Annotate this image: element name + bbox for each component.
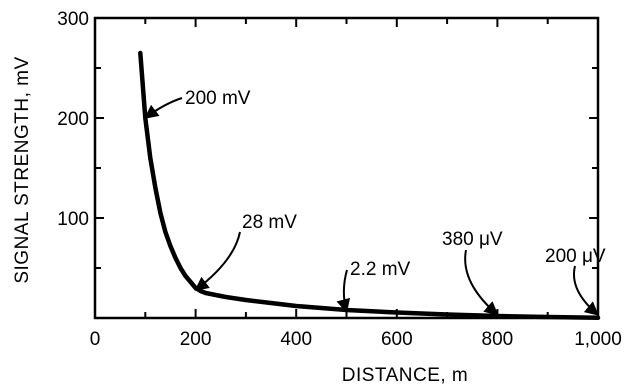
annotation-arrow (464, 249, 499, 316)
annotation-arrow (573, 265, 600, 316)
x-tick-label: 400 (280, 329, 312, 350)
x-tick-label: 200 (180, 329, 212, 350)
annotations: 200 mV 28 mV 2.2 mV 380 μV 200 μV (144, 88, 606, 316)
annotation-arrow (194, 231, 241, 291)
x-tick-label: 800 (482, 329, 514, 350)
ticks: 0 200 400 600 800 1,000 100 200 300 (57, 9, 621, 350)
annotation-label: 380 μV (442, 229, 503, 250)
annotation-label: 200 μV (545, 246, 606, 267)
y-tick-label: 200 (57, 109, 89, 130)
y-tick-label: 100 (57, 209, 89, 230)
annotation-arrow (336, 269, 351, 314)
annotation-arrow (144, 97, 183, 119)
x-tick-label: 1,000 (574, 329, 622, 350)
y-axis-title: SIGNAL STRENGTH, mV (12, 56, 33, 283)
x-tick-label: 600 (381, 329, 413, 350)
annotation-label: 28 mV (242, 212, 297, 233)
annotation-label: 200 mV (185, 88, 251, 109)
y-tick-label: 300 (57, 9, 89, 30)
signal-curve (138, 50, 601, 321)
curve-layer (138, 50, 601, 321)
x-tick-label: 0 (90, 329, 101, 350)
x-axis-title: DISTANCE, m (342, 365, 469, 386)
annotation-label: 2.2 mV (350, 259, 411, 280)
